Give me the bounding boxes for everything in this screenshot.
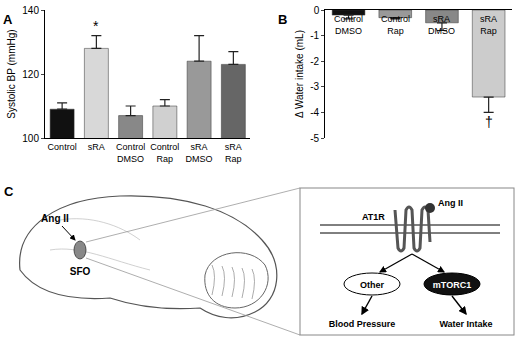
- svg-text:ControlDMSO: ControlDMSO: [334, 14, 363, 36]
- svg-text:Systolic BP (mmHg): Systolic BP (mmHg): [6, 29, 17, 118]
- svg-text:-2: -2: [310, 56, 319, 67]
- svg-text:sRARap: sRARap: [480, 14, 497, 36]
- svg-text:Blood Pressure: Blood Pressure: [329, 319, 396, 329]
- svg-text:Δ Water intake (mL): Δ Water intake (mL): [294, 30, 305, 118]
- svg-text:C: C: [4, 184, 14, 199]
- svg-text:SFO: SFO: [70, 266, 91, 277]
- svg-text:sRADMSO: sRADMSO: [186, 142, 213, 164]
- svg-text:B: B: [278, 12, 287, 27]
- svg-text:-5: -5: [310, 133, 319, 144]
- svg-text:-3: -3: [310, 81, 319, 92]
- svg-text:ControlRap: ControlRap: [381, 14, 410, 36]
- svg-text:-1: -1: [310, 30, 319, 41]
- svg-text:120: 120: [22, 69, 39, 80]
- svg-text:Control: Control: [48, 142, 77, 152]
- svg-text:ControlRap: ControlRap: [150, 142, 179, 164]
- svg-text:Ang II: Ang II: [438, 198, 463, 208]
- svg-text:A: A: [3, 12, 13, 27]
- svg-text:Water Intake: Water Intake: [439, 319, 492, 329]
- svg-text:sRADMSO: sRADMSO: [428, 14, 455, 36]
- svg-text:-4: -4: [310, 107, 319, 118]
- svg-text:AT1R: AT1R: [362, 212, 385, 222]
- svg-text:mTORC1: mTORC1: [433, 280, 471, 290]
- svg-text:sRA: sRA: [88, 142, 105, 152]
- svg-text:†: †: [485, 114, 493, 130]
- svg-text:Other: Other: [360, 280, 385, 290]
- svg-text:0: 0: [314, 5, 320, 16]
- svg-text:ControlDMSO: ControlDMSO: [116, 142, 145, 164]
- svg-text:100: 100: [22, 133, 39, 144]
- svg-text:sRARap: sRARap: [225, 142, 242, 164]
- svg-text:Ang II: Ang II: [41, 213, 69, 224]
- svg-text:*: *: [93, 18, 99, 34]
- svg-text:140: 140: [22, 5, 39, 16]
